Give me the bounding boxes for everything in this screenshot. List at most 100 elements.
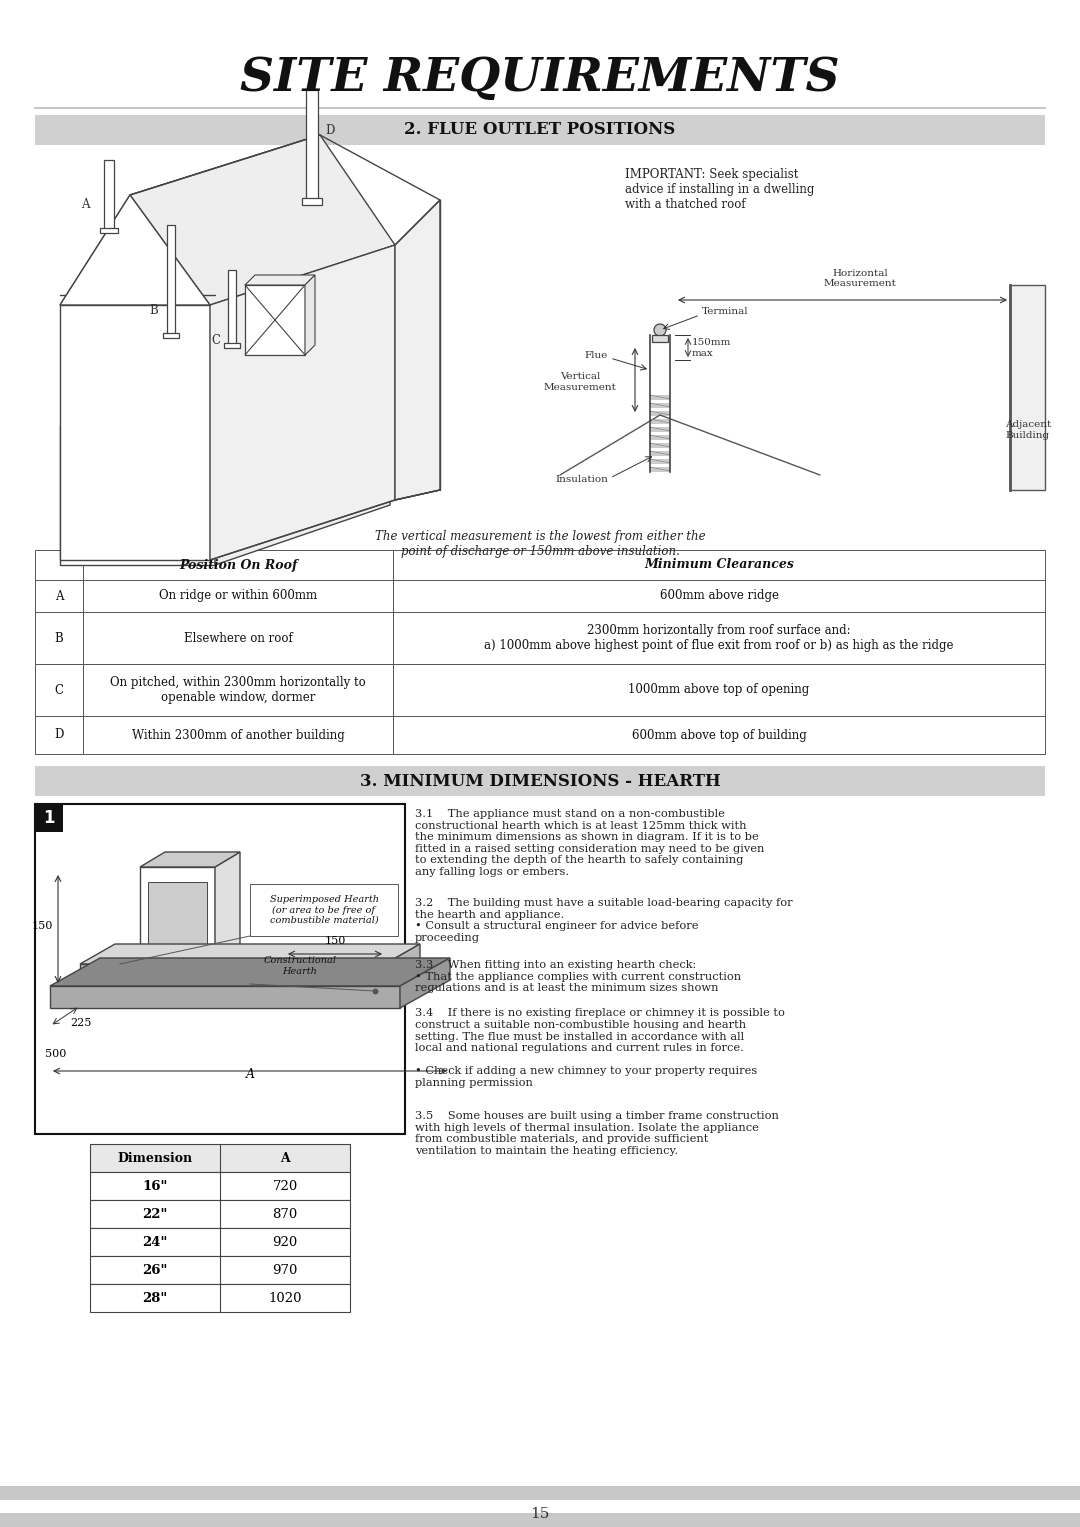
Text: 870: 870 <box>272 1208 298 1220</box>
Bar <box>1010 286 1045 490</box>
Text: Dimension: Dimension <box>118 1151 192 1165</box>
Text: Minimum Clearances: Minimum Clearances <box>644 559 794 571</box>
Bar <box>83 550 393 580</box>
Text: 500: 500 <box>45 1049 66 1060</box>
Text: Within 2300mm of another building: Within 2300mm of another building <box>132 728 345 742</box>
Text: On ridge or within 600mm: On ridge or within 600mm <box>159 589 318 603</box>
Bar <box>0 1513 1080 1527</box>
Text: 970: 970 <box>272 1263 298 1277</box>
Text: A: A <box>81 199 90 212</box>
Polygon shape <box>100 228 118 234</box>
Text: 3.5    Some houses are built using a timber frame construction
with high levels : 3.5 Some houses are built using a timber… <box>415 1112 779 1156</box>
Bar <box>90 1144 350 1173</box>
Polygon shape <box>224 344 240 348</box>
Text: 600mm above top of building: 600mm above top of building <box>632 728 807 742</box>
Text: 3.4    If there is no existing fireplace or chimney it is possible to
construct : 3.4 If there is no existing fireplace or… <box>415 1008 785 1089</box>
Text: 150mm
max: 150mm max <box>692 339 731 357</box>
Circle shape <box>654 324 666 336</box>
Polygon shape <box>650 443 670 447</box>
Text: IMPORTANT: Seek specialist
advice if installing in a dwelling
with a thatched ro: IMPORTANT: Seek specialist advice if ins… <box>625 168 814 211</box>
Polygon shape <box>302 199 322 205</box>
Bar <box>35 805 63 832</box>
Text: D: D <box>325 124 335 136</box>
Polygon shape <box>650 411 670 415</box>
Polygon shape <box>245 286 305 354</box>
Polygon shape <box>215 365 390 565</box>
Polygon shape <box>60 305 210 560</box>
Bar <box>90 1173 350 1200</box>
Polygon shape <box>306 90 318 200</box>
Polygon shape <box>60 195 210 305</box>
Polygon shape <box>650 467 670 472</box>
Text: Horizontal
Measurement: Horizontal Measurement <box>824 269 896 289</box>
Bar <box>249 884 399 936</box>
Bar <box>0 1486 1080 1500</box>
Text: 150: 150 <box>324 936 346 947</box>
Polygon shape <box>80 964 384 986</box>
Text: A: A <box>55 589 64 603</box>
Text: 3. MINIMUM DIMENSIONS - HEARTH: 3. MINIMUM DIMENSIONS - HEARTH <box>360 773 720 789</box>
Text: 3.1    The appliance must stand on a non-combustible
constructional hearth which: 3.1 The appliance must stand on a non-co… <box>415 809 765 876</box>
Polygon shape <box>210 244 395 560</box>
Polygon shape <box>400 957 450 1008</box>
Polygon shape <box>650 428 670 432</box>
Bar <box>249 948 350 983</box>
Bar <box>393 580 1045 612</box>
Bar <box>35 664 83 716</box>
Polygon shape <box>650 435 670 440</box>
Bar <box>35 550 83 580</box>
Polygon shape <box>652 334 669 342</box>
Bar <box>90 1284 350 1312</box>
Text: 720: 720 <box>272 1179 298 1193</box>
Bar <box>90 1200 350 1228</box>
Text: 22": 22" <box>143 1208 167 1220</box>
Bar <box>35 580 83 612</box>
Polygon shape <box>395 200 440 499</box>
Text: C: C <box>54 684 64 696</box>
Text: Adjacent
Building: Adjacent Building <box>1004 420 1051 440</box>
Bar <box>35 716 83 754</box>
Text: Superimposed Hearth
(or area to be free of
combustible material): Superimposed Hearth (or area to be free … <box>270 895 378 925</box>
Bar <box>35 612 83 664</box>
Polygon shape <box>384 944 420 986</box>
Text: 2300mm horizontally from roof surface and:
a) 1000mm above highest point of flue: 2300mm horizontally from roof surface an… <box>484 625 954 652</box>
Text: D: D <box>54 728 64 742</box>
Polygon shape <box>228 270 237 345</box>
Text: A: A <box>280 1151 289 1165</box>
Polygon shape <box>140 867 215 964</box>
Text: 3.3    When fitting into an existing hearth check:
• That the appliance complies: 3.3 When fitting into an existing hearth… <box>415 960 741 993</box>
Bar <box>90 1257 350 1284</box>
Polygon shape <box>305 275 315 354</box>
Polygon shape <box>167 224 175 334</box>
Polygon shape <box>50 957 450 986</box>
Text: Elsewhere on roof: Elsewhere on roof <box>184 632 293 644</box>
Text: 225: 225 <box>70 1019 92 1028</box>
Text: 150: 150 <box>31 921 53 931</box>
Polygon shape <box>60 425 215 565</box>
Text: 600mm above ridge: 600mm above ridge <box>660 589 779 603</box>
Bar <box>35 115 1045 145</box>
Text: On pitched, within 2300mm horizontally to
openable window, dormer: On pitched, within 2300mm horizontally t… <box>110 676 366 704</box>
Bar <box>83 664 393 716</box>
Polygon shape <box>163 333 179 337</box>
Text: 1: 1 <box>43 809 55 828</box>
Bar <box>393 612 1045 664</box>
Text: 920: 920 <box>272 1235 298 1249</box>
Text: SITE REQUIREMENTS: SITE REQUIREMENTS <box>240 55 840 101</box>
Text: 16": 16" <box>143 1179 167 1193</box>
Polygon shape <box>80 944 420 964</box>
Polygon shape <box>215 852 240 964</box>
Text: A: A <box>245 1067 255 1081</box>
Polygon shape <box>650 395 670 400</box>
Text: 2. FLUE OUTLET POSITIONS: 2. FLUE OUTLET POSITIONS <box>404 122 676 139</box>
Text: 24": 24" <box>143 1235 167 1249</box>
Text: 1000mm above top of opening: 1000mm above top of opening <box>629 684 810 696</box>
Text: 26": 26" <box>143 1263 167 1277</box>
Polygon shape <box>140 852 240 867</box>
Polygon shape <box>104 160 114 231</box>
Text: Constructional
Hearth: Constructional Hearth <box>264 956 337 976</box>
Polygon shape <box>245 275 315 286</box>
Text: Terminal: Terminal <box>702 307 748 316</box>
Text: Vertical
Measurement: Vertical Measurement <box>543 373 617 392</box>
Bar <box>393 664 1045 716</box>
